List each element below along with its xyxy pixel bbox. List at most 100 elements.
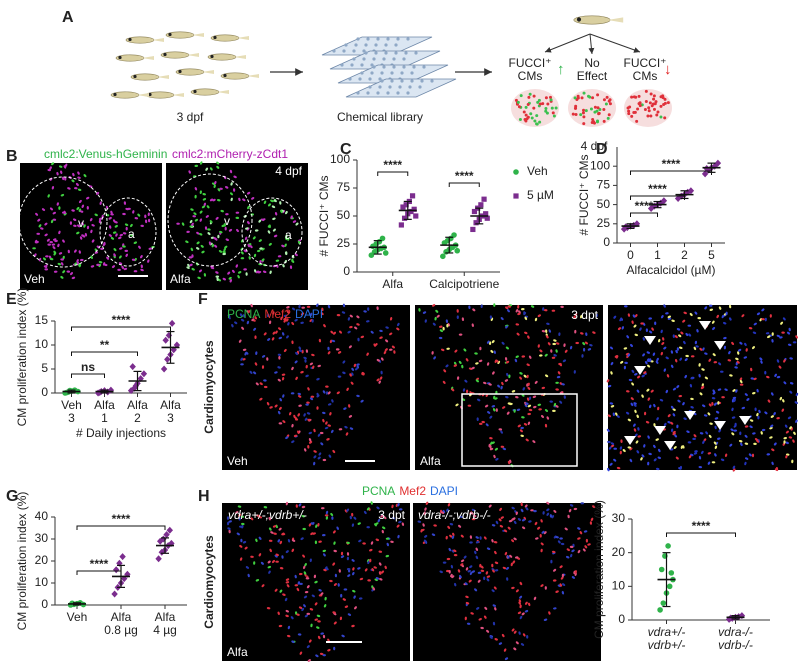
sig-label: ** <box>100 338 110 352</box>
cell <box>468 579 472 583</box>
cell <box>110 213 114 216</box>
cell <box>524 609 529 613</box>
cell <box>386 542 389 547</box>
cell <box>317 433 321 437</box>
cell <box>208 241 212 245</box>
cell <box>548 95 552 99</box>
cell <box>272 217 276 221</box>
larva-eye <box>148 92 152 97</box>
cell <box>580 502 585 505</box>
cell <box>318 540 322 543</box>
cell <box>750 377 755 380</box>
cell <box>676 328 681 331</box>
cell <box>268 516 271 521</box>
well <box>370 63 374 67</box>
cell <box>493 454 496 459</box>
cell <box>555 388 559 391</box>
sig-bracket <box>71 326 171 331</box>
cell <box>316 392 319 397</box>
cell <box>322 411 326 415</box>
cell <box>270 531 274 534</box>
cell <box>773 412 776 416</box>
cell <box>724 453 728 458</box>
cell <box>471 518 476 521</box>
cell <box>665 356 669 360</box>
cell <box>527 404 532 408</box>
outcome-label: Effect <box>577 69 608 83</box>
cell <box>382 526 386 530</box>
cell <box>446 557 451 561</box>
cell <box>314 618 318 621</box>
cell <box>363 510 367 515</box>
cell <box>776 375 781 379</box>
well <box>402 65 406 69</box>
cell <box>573 507 578 511</box>
cell <box>633 423 636 427</box>
cell <box>536 100 540 104</box>
cell <box>279 567 284 570</box>
cell <box>708 434 712 439</box>
cell <box>515 396 519 399</box>
cell <box>504 657 509 661</box>
cell <box>733 398 736 403</box>
sig-label: **** <box>692 519 711 533</box>
cell <box>193 212 197 216</box>
cell <box>502 566 507 570</box>
cell <box>729 374 733 377</box>
cell <box>733 429 738 432</box>
cell <box>304 614 309 618</box>
stage-label: 4 dpf <box>581 139 608 153</box>
cell <box>459 574 462 579</box>
cell <box>224 226 227 231</box>
y-tick-label: 0 <box>618 612 625 626</box>
cell <box>690 406 694 409</box>
cell <box>324 514 329 517</box>
cell <box>649 114 653 118</box>
point <box>454 247 461 254</box>
cell <box>745 348 748 352</box>
sig-label: **** <box>112 313 131 327</box>
cell <box>528 92 532 96</box>
cell <box>619 450 622 455</box>
cell <box>546 508 550 512</box>
cell <box>498 642 503 645</box>
cell <box>238 197 241 202</box>
cell <box>551 309 556 312</box>
cell <box>113 219 116 223</box>
cell <box>272 559 275 564</box>
cell <box>396 524 400 528</box>
x-tick-label: vdra-/- <box>718 625 753 639</box>
well <box>350 63 354 67</box>
cell <box>761 308 765 312</box>
point <box>658 566 665 573</box>
cell <box>500 317 504 321</box>
cell <box>699 347 703 351</box>
cell <box>237 274 240 279</box>
cell <box>207 228 211 231</box>
cell <box>130 223 133 228</box>
cell <box>338 428 343 431</box>
cell <box>732 465 736 470</box>
cell <box>295 351 299 356</box>
y-tick-label: 75 <box>337 180 351 194</box>
cell <box>675 349 678 354</box>
cell <box>280 209 283 214</box>
cell <box>291 321 295 326</box>
cell <box>337 351 342 354</box>
cell <box>647 397 651 401</box>
cell <box>324 596 327 601</box>
cell <box>713 402 717 406</box>
cell <box>771 392 774 396</box>
cell <box>340 551 344 556</box>
cell <box>713 361 718 364</box>
cell <box>238 271 242 274</box>
well <box>368 77 372 81</box>
cell <box>551 515 555 519</box>
y-axis-title: CM proliferation index (%) <box>15 288 29 427</box>
cell <box>620 361 624 364</box>
cell <box>453 549 457 553</box>
cell <box>703 414 708 417</box>
cell <box>282 593 286 596</box>
well <box>358 77 362 81</box>
x-axis-title: # Daily injections <box>76 426 166 440</box>
